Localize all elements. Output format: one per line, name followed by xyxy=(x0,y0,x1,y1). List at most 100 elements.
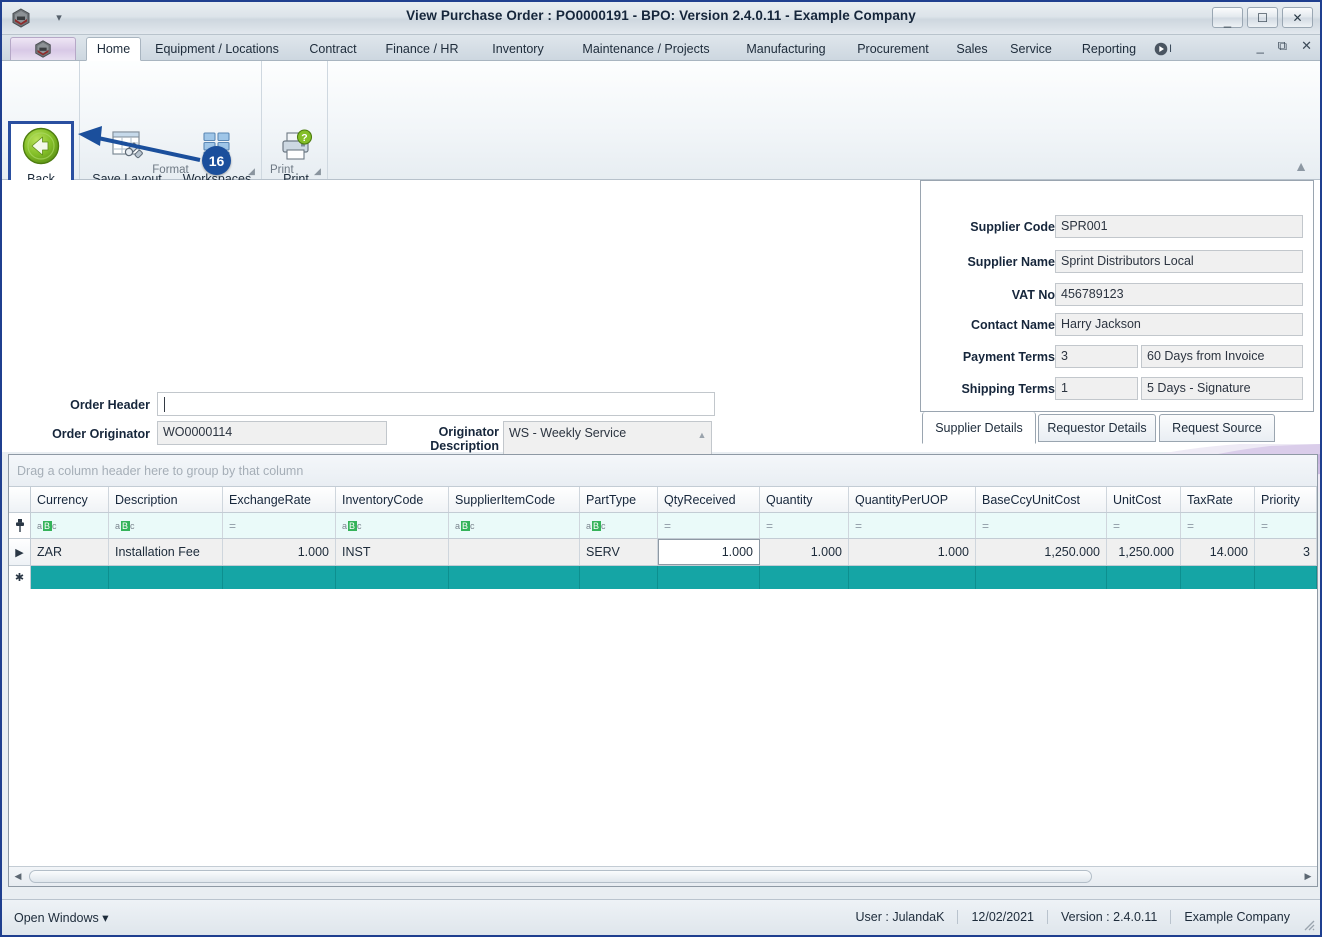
window-minimize-button[interactable]: _ xyxy=(1212,7,1243,28)
filter-exchangerate[interactable]: = xyxy=(223,513,336,538)
chevron-up-icon[interactable]: ▲ xyxy=(1294,158,1308,174)
tab-maintenance-projects[interactable]: Maintenance / Projects xyxy=(582,42,710,56)
tab-contract[interactable]: Contract xyxy=(309,42,357,56)
ribbon-group-dialog-launcher-format[interactable]: ◢ xyxy=(248,166,255,176)
tab-supplier-details[interactable]: Supplier Details xyxy=(922,412,1036,444)
column-header-currency[interactable]: Currency xyxy=(31,487,109,512)
new-cell-priority[interactable] xyxy=(1255,566,1317,589)
column-header-baseccyunitcost[interactable]: BaseCcyUnitCost xyxy=(976,487,1107,512)
column-header-unitcost[interactable]: UnitCost xyxy=(1107,487,1181,512)
resize-grip-icon[interactable] xyxy=(1301,917,1315,931)
column-header-priority[interactable]: Priority xyxy=(1255,487,1317,512)
tab-requestor-details[interactable]: Requestor Details xyxy=(1038,414,1156,442)
new-cell-unitcost[interactable] xyxy=(1107,566,1181,589)
cell-quantity[interactable]: 1.000 xyxy=(760,539,849,565)
filter-pin-icon[interactable] xyxy=(9,513,31,538)
column-header-parttype[interactable]: PartType xyxy=(580,487,658,512)
shipping-terms-description-input[interactable]: 5 Days - Signature xyxy=(1141,377,1303,400)
table-row[interactable]: ▶ ZAR Installation Fee 1.000 INST SERV 1… xyxy=(9,539,1317,566)
save-layout-button[interactable]: Save Layout xyxy=(87,123,167,186)
cell-supplieritemcode[interactable] xyxy=(449,539,580,565)
tab-sales[interactable]: Sales xyxy=(956,42,988,56)
new-cell-description[interactable] xyxy=(109,566,223,589)
order-header-input[interactable] xyxy=(157,392,715,416)
document-close-button[interactable]: ✕ xyxy=(1301,38,1312,53)
column-header-quantityperuop[interactable]: QuantityPerUOP xyxy=(849,487,976,512)
new-cell-currency[interactable] xyxy=(31,566,109,589)
window-close-button[interactable]: ✕ xyxy=(1282,7,1313,28)
cell-unitcost[interactable]: 1,250.000 xyxy=(1107,539,1181,565)
tab-finance-hr[interactable]: Finance / HR xyxy=(385,42,459,56)
cell-taxrate[interactable]: 14.000 xyxy=(1181,539,1255,565)
chevron-down-icon[interactable]: ▾ xyxy=(102,911,109,925)
filter-quantityperuop[interactable]: = xyxy=(849,513,976,538)
cell-currency[interactable]: ZAR xyxy=(31,539,109,565)
new-cell-taxrate[interactable] xyxy=(1181,566,1255,589)
order-originator-input[interactable]: WO0000114 xyxy=(157,421,387,445)
scroll-left-icon[interactable]: ◀ xyxy=(14,871,22,881)
cell-inventorycode[interactable]: INST xyxy=(336,539,449,565)
cell-priority[interactable]: 3 xyxy=(1255,539,1317,565)
column-header-quantity[interactable]: Quantity xyxy=(760,487,849,512)
filter-baseccyunitcost[interactable]: = xyxy=(976,513,1107,538)
tab-inventory[interactable]: Inventory xyxy=(492,42,544,56)
column-header-taxrate[interactable]: TaxRate xyxy=(1181,487,1255,512)
filter-qtyreceived[interactable]: = xyxy=(658,513,760,538)
grid-horizontal-scrollbar[interactable]: ◀ ▶ xyxy=(9,866,1317,886)
spinner-up-icon[interactable]: ▲ xyxy=(697,430,707,440)
tab-manufacturing[interactable]: Manufacturing xyxy=(746,42,826,56)
payment-terms-code-input[interactable]: 3 xyxy=(1055,345,1138,368)
column-header-description[interactable]: Description xyxy=(109,487,223,512)
grid-new-row[interactable]: ✱ xyxy=(9,566,1317,589)
column-header-exchangerate[interactable]: ExchangeRate xyxy=(223,487,336,512)
group-by-drop-area[interactable]: Drag a column header here to group by th… xyxy=(9,455,1317,487)
new-cell-qtyreceived[interactable] xyxy=(658,566,760,589)
tab-reporting[interactable]: Reporting xyxy=(1081,42,1137,56)
window-maximize-button[interactable]: ☐ xyxy=(1247,7,1278,28)
document-restore-button[interactable]: ⧉ xyxy=(1277,38,1288,53)
tab-request-source[interactable]: Request Source xyxy=(1159,414,1275,442)
payment-terms-description-input[interactable]: 60 Days from Invoice xyxy=(1141,345,1303,368)
new-cell-inventorycode[interactable] xyxy=(336,566,449,589)
print-button[interactable]: ? Print xyxy=(270,123,322,186)
new-cell-parttype[interactable] xyxy=(580,566,658,589)
open-windows-button[interactable]: Open Windows ▾ xyxy=(14,910,109,925)
back-button[interactable]: Back xyxy=(13,123,69,186)
tab-home[interactable]: Home xyxy=(86,37,141,61)
ribbon-group-dialog-launcher-print[interactable]: ◢ xyxy=(314,166,321,176)
cell-parttype[interactable]: SERV xyxy=(580,539,658,565)
document-minimize-button[interactable]: _ xyxy=(1256,38,1264,54)
column-header-inventorycode[interactable]: InventoryCode xyxy=(336,487,449,512)
shipping-terms-code-input[interactable]: 1 xyxy=(1055,377,1138,400)
filter-taxrate[interactable]: = xyxy=(1181,513,1255,538)
contact-name-input[interactable]: Harry Jackson xyxy=(1055,313,1303,336)
cell-baseccyunitcost[interactable]: 1,250.000 xyxy=(976,539,1107,565)
scrollbar-thumb[interactable] xyxy=(29,870,1092,883)
cell-quantityperuop[interactable]: 1.000 xyxy=(849,539,976,565)
supplier-code-input[interactable]: SPR001 xyxy=(1055,215,1303,238)
filter-quantity[interactable]: = xyxy=(760,513,849,538)
new-cell-exchangerate[interactable] xyxy=(223,566,336,589)
new-cell-quantityperuop[interactable] xyxy=(849,566,976,589)
column-header-qtyreceived[interactable]: QtyReceived xyxy=(658,487,760,512)
tab-overflow-button[interactable]: I xyxy=(1154,39,1188,59)
tab-procurement[interactable]: Procurement xyxy=(857,42,929,56)
quick-access-toolbar-dropdown[interactable]: ▾ xyxy=(56,12,62,24)
scroll-right-icon[interactable]: ▶ xyxy=(1304,871,1312,881)
new-cell-supplieritemcode[interactable] xyxy=(449,566,580,589)
tab-service[interactable]: Service xyxy=(1010,42,1052,56)
tab-equipment-locations[interactable]: Equipment / Locations xyxy=(155,42,279,56)
cell-exchangerate[interactable]: 1.000 xyxy=(223,539,336,565)
application-menu-button[interactable] xyxy=(10,37,76,60)
new-cell-quantity[interactable] xyxy=(760,566,849,589)
new-cell-baseccyunitcost[interactable] xyxy=(976,566,1107,589)
filter-unitcost[interactable]: = xyxy=(1107,513,1181,538)
cell-description[interactable]: Installation Fee xyxy=(109,539,223,565)
cell-qtyreceived[interactable]: 1.000 xyxy=(658,539,760,565)
filter-priority[interactable]: = xyxy=(1255,513,1317,538)
vat-no-input[interactable]: 456789123 xyxy=(1055,283,1303,306)
